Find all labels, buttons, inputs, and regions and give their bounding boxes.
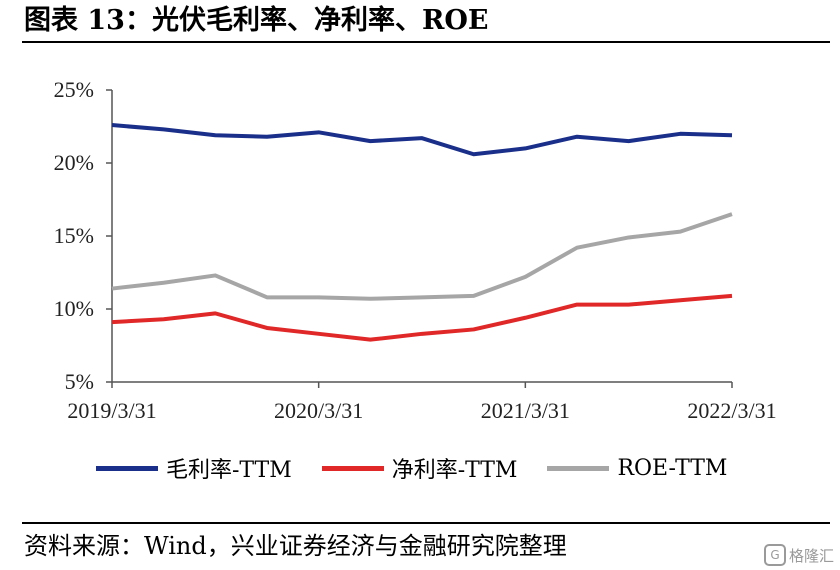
legend-label: 净利率-TTM	[391, 458, 518, 483]
legend-label: 毛利率-TTM	[166, 458, 292, 483]
x-tick-label: 2022/3/31	[687, 398, 776, 423]
x-tick-label: 2021/3/31	[481, 398, 570, 423]
line-chart: 5% 10% 15% 20% 25% 2019/3/31 2020/3/31 2021/3/3…	[54, 77, 777, 423]
y-tick-label: 15%	[54, 223, 94, 248]
legend-label: ROE-TTM	[617, 455, 728, 481]
watermark: G 格隆汇	[763, 544, 834, 566]
series-line-2	[111, 212, 733, 301]
watermark-text: 格隆汇	[788, 546, 834, 565]
legend-swatch	[96, 465, 158, 471]
x-tick-label: 2020/3/31	[274, 398, 363, 423]
series-line-0	[111, 123, 733, 157]
legend-item-roe: ROE-TTM	[547, 456, 727, 481]
x-tick-label: 2019/3/31	[67, 398, 156, 423]
y-tick-label: 25%	[54, 77, 94, 102]
y-tick-label: 20%	[54, 150, 94, 175]
source-rule	[22, 522, 830, 524]
chart-axes	[106, 89, 733, 388]
legend-item-gross-margin: 毛利率-TTM	[96, 452, 292, 484]
title-rule	[22, 41, 830, 43]
legend-swatch	[321, 465, 384, 471]
chart-tick-labels: 5% 10% 15% 20% 25% 2019/3/31 2020/3/31 2021/3/3…	[54, 77, 777, 423]
watermark-logo-icon: G	[763, 544, 786, 566]
series-line-1	[111, 293, 733, 342]
source-note: 资料来源：Wind，兴业证券经济与金融研究院整理	[24, 532, 567, 560]
chart-title: 图表 13：光伏毛利率、净利率、ROE	[24, 5, 489, 36]
legend-item-net-margin: 净利率-TTM	[321, 452, 518, 484]
chart-series	[111, 123, 733, 342]
y-tick-label: 10%	[54, 296, 94, 321]
chart-legend: 毛利率-TTM 净利率-TTM ROE-TTM	[96, 452, 757, 484]
y-tick-label: 5%	[65, 369, 94, 394]
legend-swatch	[547, 465, 610, 471]
